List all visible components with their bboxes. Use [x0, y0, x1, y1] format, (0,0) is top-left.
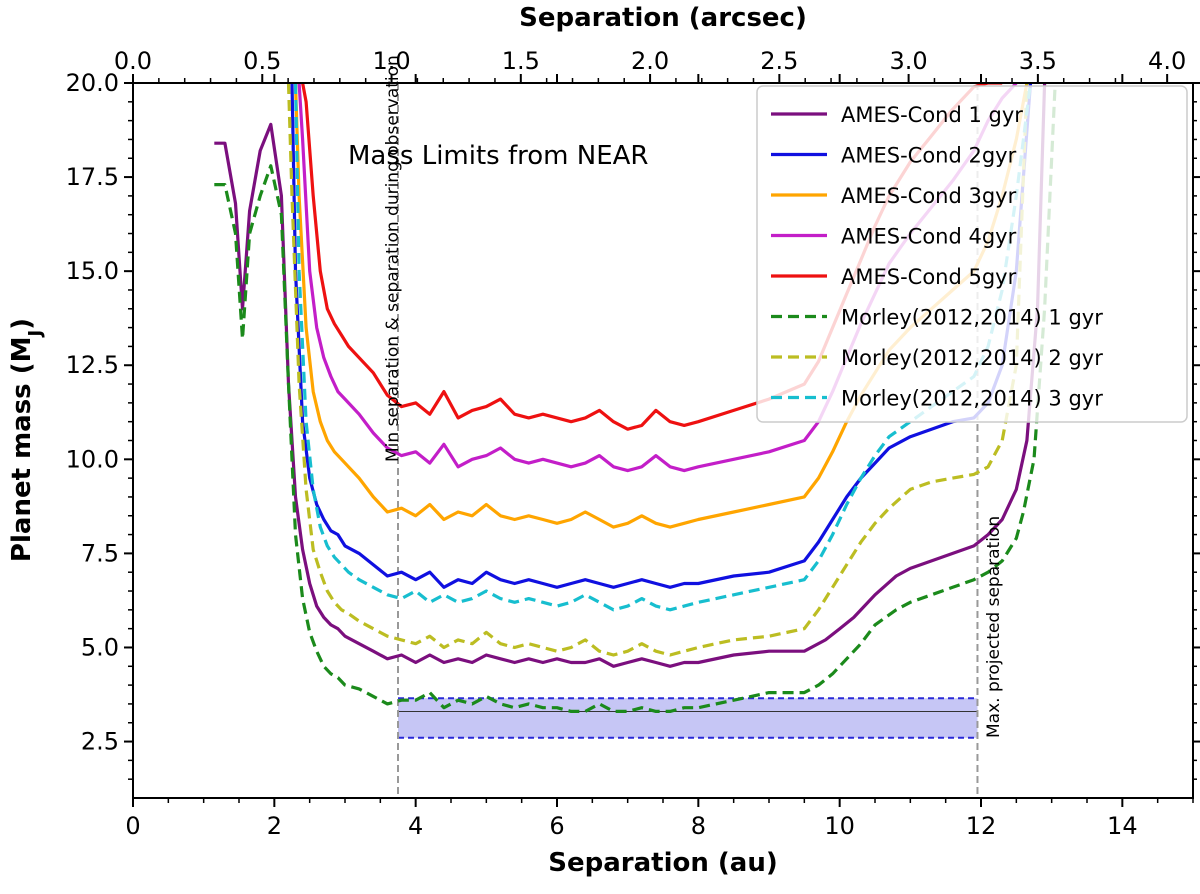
series-line-0	[214, 83, 1047, 668]
annotation-max-separation: Max. projected separation	[984, 516, 1004, 738]
y-tick-label: 7.5	[81, 539, 119, 567]
y-tick-label: 12.5	[66, 351, 119, 379]
legend-label-1: AMES-Cond 2gyr	[841, 144, 1017, 168]
x-tick-label: 14	[1107, 812, 1138, 840]
y-axis-title: Planet mass (MJ)	[7, 318, 46, 562]
x2-tick-label: 2.0	[631, 47, 669, 75]
mass-band	[398, 697, 978, 739]
x-tick-label: 2	[267, 812, 282, 840]
legend-label-4: AMES-Cond 5gyr	[841, 265, 1017, 289]
x2-axis-title: Separation (arcsec)	[519, 3, 807, 33]
x2-tick-label: 3.5	[1019, 47, 1057, 75]
series-line-7	[293, 83, 1033, 612]
legend-label-7: Morley(2012,2014) 3 gyr	[841, 387, 1103, 411]
x-tick-label: 0	[125, 812, 140, 840]
axes: 0 2 4 6 8 10 12 14 0.0 0.5 1.0 1.5 2.0 2.5 3.0 3.5 4.0 2.…	[66, 47, 1200, 840]
y-tick-label: 5.0	[81, 633, 119, 661]
x2-tick-label: 0.0	[114, 47, 152, 75]
legend-label-3: AMES-Cond 4gyr	[841, 225, 1017, 249]
x2-tick-label: 1.0	[372, 47, 410, 75]
y-tick-label: 20.0	[66, 69, 119, 97]
x2-tick-label: 2.5	[760, 47, 798, 75]
legend-frame	[756, 85, 1188, 423]
x-tick-label: 6	[549, 812, 564, 840]
x2-tick-label: 4.0	[1148, 47, 1186, 75]
x-axis-title: Separation (au)	[548, 848, 777, 878]
x2-tick-label: 0.5	[243, 47, 281, 75]
legend-label-2: AMES-Cond 3gyr	[841, 184, 1017, 208]
x2-tick-label: 3.0	[890, 47, 928, 75]
chart-title: Mass Limits from NEAR	[348, 141, 649, 171]
x2-tick-label: 1.5	[502, 47, 540, 75]
legend-label-0: AMES-Cond 1 gyr	[841, 103, 1023, 127]
series-line-5	[214, 83, 1057, 714]
x-tick-label: 4	[408, 812, 423, 840]
vertical-lines	[397, 83, 979, 798]
y-tick-label: 2.5	[81, 728, 119, 756]
x-tick-label: 8	[691, 812, 706, 840]
legend: AMES-Cond 1 gyr AMES-Cond 2gyr AMES-Cond 3…	[756, 85, 1188, 423]
y-tick-label: 10.0	[66, 445, 119, 473]
annotation-min-separation: Min separation & separation during obser…	[383, 55, 403, 462]
legend-label-6: Morley(2012,2014) 2 gyr	[841, 346, 1103, 370]
x-tick-label: 12	[966, 812, 997, 840]
y-tick-label: 17.5	[66, 163, 119, 191]
y-tick-label: 15.0	[66, 257, 119, 285]
legend-label-5: Morley(2012,2014) 1 gyr	[841, 306, 1103, 330]
x-tick-label: 10	[824, 812, 855, 840]
series-line-6	[286, 83, 1029, 657]
series-line-1	[290, 83, 1033, 589]
band-fill	[398, 698, 978, 738]
